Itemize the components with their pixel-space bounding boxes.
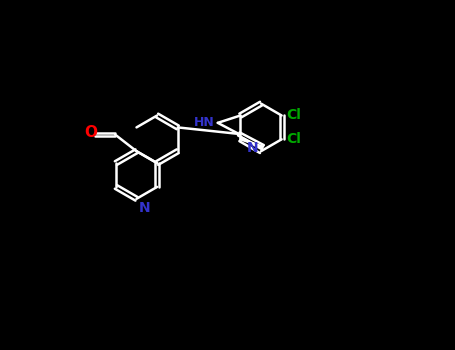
Text: HN: HN xyxy=(193,116,214,129)
Text: Cl: Cl xyxy=(286,108,301,122)
Text: N: N xyxy=(247,141,259,155)
Text: Cl: Cl xyxy=(286,132,301,146)
Text: O: O xyxy=(84,125,97,140)
Text: N: N xyxy=(138,201,150,215)
